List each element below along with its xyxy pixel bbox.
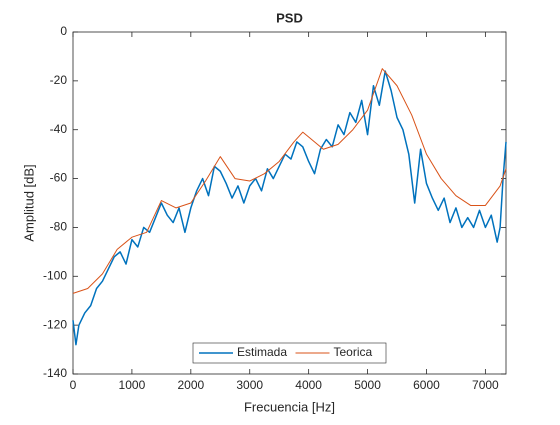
legend-box — [192, 342, 387, 364]
x-tick-label: 1000 — [119, 378, 146, 392]
y-tick-label: -40 — [50, 122, 68, 136]
y-tick-label: -140 — [43, 366, 67, 380]
plot-area — [72, 31, 507, 375]
x-tick-label: 6000 — [413, 378, 440, 392]
legend-label: Teorica — [334, 345, 373, 359]
x-tick-label: 5000 — [354, 378, 381, 392]
x-tick-label: 2000 — [177, 378, 204, 392]
y-tick-label: -120 — [43, 317, 67, 331]
chart-title: PSD — [276, 10, 303, 25]
y-axis-label: Amplitud [dB] — [21, 164, 36, 241]
series-line — [72, 68, 507, 294]
y-tick-label: -20 — [50, 73, 68, 87]
legend-label: Estimada — [237, 345, 287, 359]
y-tick-label: 0 — [60, 24, 67, 38]
x-axis-label: Frecuencia [Hz] — [244, 399, 335, 414]
x-tick-label: 3000 — [236, 378, 263, 392]
y-tick-label: -60 — [50, 171, 68, 185]
y-tick-label: -100 — [43, 268, 67, 282]
y-tick-label: -80 — [50, 220, 68, 234]
x-tick-label: 0 — [70, 378, 77, 392]
x-tick-label: 4000 — [295, 378, 322, 392]
x-tick-label: 7000 — [472, 378, 499, 392]
